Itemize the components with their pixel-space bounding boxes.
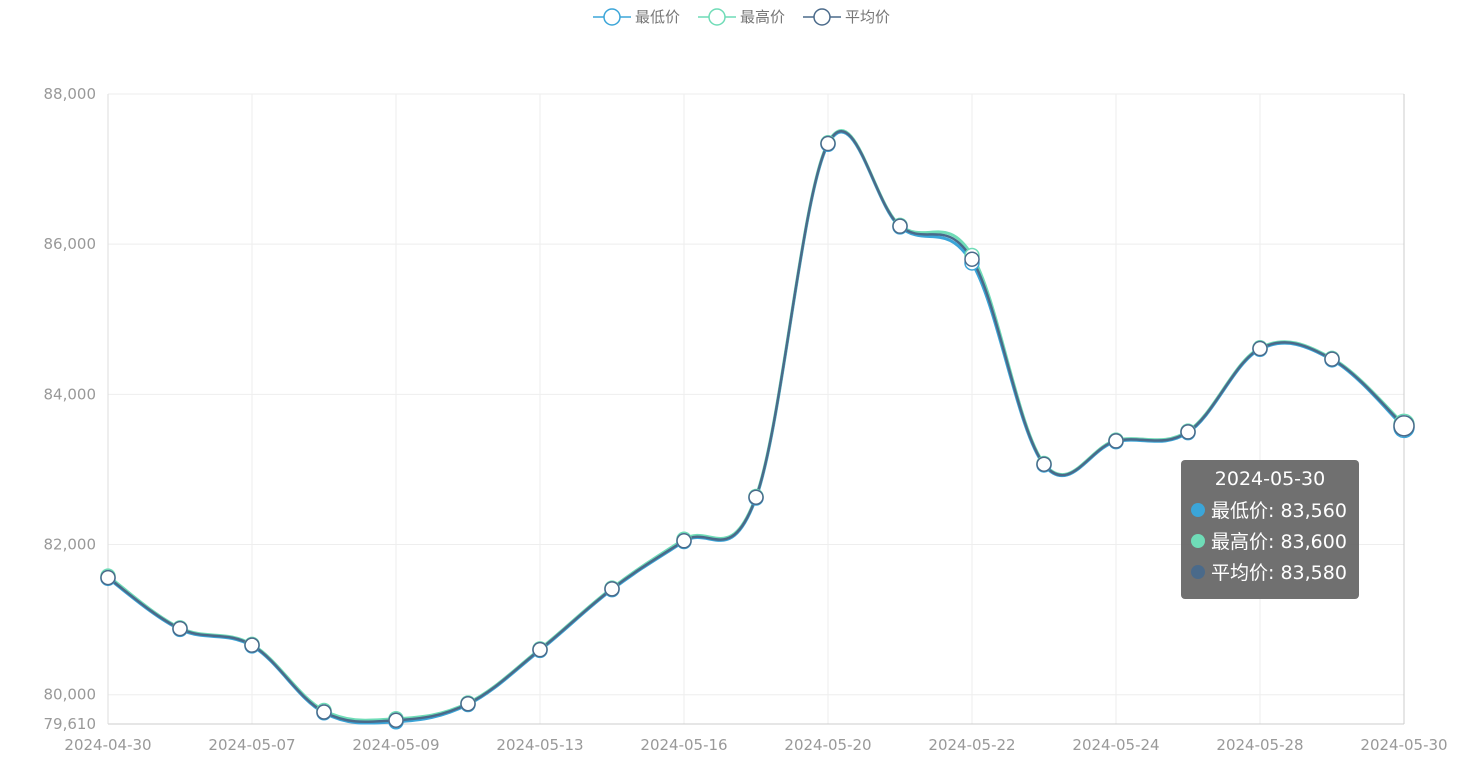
circle-line-icon bbox=[697, 7, 736, 26]
legend-item-avg[interactable]: 平均价 bbox=[803, 6, 890, 27]
legend-label-min: 最低价 bbox=[634, 8, 680, 26]
tooltip-value-avg: 平均价: 83,580 bbox=[1211, 562, 1347, 584]
data-point-avg bbox=[388, 712, 404, 728]
data-point-avg bbox=[964, 251, 980, 267]
x-tick-label: 2024-05-30 bbox=[1360, 736, 1447, 754]
chart-series bbox=[107, 129, 1406, 725]
series-line-avg bbox=[107, 130, 1405, 724]
tooltip-date: 2024-05-30 bbox=[1214, 468, 1326, 490]
tooltip-row-max: 最高价: 83,600 bbox=[1191, 525, 1349, 556]
data-point-avg bbox=[820, 135, 836, 152]
data-point-avg bbox=[1252, 340, 1268, 357]
legend-item-max[interactable]: 最高价 bbox=[697, 6, 785, 27]
circle-line-icon bbox=[592, 7, 631, 26]
tooltip-value-max: 最高价: 83,600 bbox=[1211, 531, 1347, 553]
data-point-avg bbox=[532, 641, 548, 658]
legend-label-max: 最高价 bbox=[739, 8, 785, 26]
x-tick-label: 2024-05-20 bbox=[784, 736, 871, 754]
data-point-avg bbox=[172, 620, 188, 637]
tooltip-dot-min bbox=[1191, 502, 1205, 517]
series-line-min bbox=[107, 130, 1406, 725]
tooltip-row-avg: 平均价: 83,580 bbox=[1191, 556, 1349, 587]
data-point-avg bbox=[1180, 424, 1196, 440]
x-tick-label: 2024-05-22 bbox=[928, 736, 1015, 754]
legend-label-avg: 平均价 bbox=[845, 8, 891, 26]
data-point-avg bbox=[244, 637, 260, 653]
chart-grid bbox=[107, 93, 1405, 725]
y-tick-label: 79,610 bbox=[44, 715, 97, 733]
x-tick-label: 2024-05-13 bbox=[496, 736, 583, 754]
x-tick-label: 2024-05-28 bbox=[1216, 736, 1303, 754]
data-point-avg bbox=[1393, 415, 1415, 437]
legend-item-min[interactable]: 最低价 bbox=[592, 6, 680, 27]
circle-line-icon bbox=[803, 7, 841, 26]
tooltip-dot-avg bbox=[1191, 564, 1205, 579]
data-point-avg bbox=[1324, 351, 1340, 367]
y-tick-label: 88,000 bbox=[44, 85, 97, 103]
data-point-avg bbox=[892, 218, 908, 234]
y-tick-label: 86,000 bbox=[44, 235, 97, 253]
chart-legend: 最低价 最高价 平均价 bbox=[0, 6, 1483, 27]
chart-points bbox=[100, 135, 1415, 730]
y-tick-label: 84,000 bbox=[44, 385, 97, 403]
x-tick-label: 2024-05-07 bbox=[208, 736, 295, 754]
y-tick-label: 82,000 bbox=[44, 536, 97, 554]
data-point-avg bbox=[1108, 433, 1124, 449]
data-point-avg bbox=[748, 489, 764, 505]
tooltip-row-min: 最低价: 83,560 bbox=[1191, 494, 1349, 525]
data-point-avg bbox=[316, 704, 332, 720]
data-point-avg bbox=[604, 581, 620, 597]
tooltip-value-min: 最低价: 83,560 bbox=[1211, 500, 1347, 522]
tooltip-dot-max bbox=[1191, 533, 1205, 548]
y-tick-label: 80,000 bbox=[44, 686, 97, 704]
x-tick-label: 2024-05-24 bbox=[1072, 736, 1159, 754]
data-point-avg bbox=[676, 533, 692, 549]
data-point-avg bbox=[460, 695, 476, 712]
series-line-max bbox=[107, 129, 1406, 722]
x-tick-label: 2024-04-30 bbox=[64, 736, 151, 754]
chart-tooltip: 2024-05-30 最低价: 83,560 最高价: 83,600 平均价: … bbox=[1181, 460, 1359, 599]
data-point-avg bbox=[100, 569, 116, 586]
x-tick-label: 2024-05-16 bbox=[640, 736, 727, 754]
data-point-avg bbox=[1036, 456, 1052, 472]
x-tick-label: 2024-05-09 bbox=[352, 736, 439, 754]
chart-axes: 79,610 80,000 82,000 84,000 86,000 88,000 2024… bbox=[44, 85, 1448, 754]
